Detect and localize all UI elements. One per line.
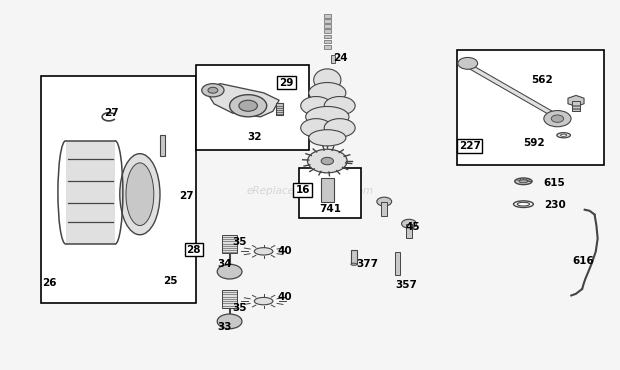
Text: 27: 27 [105, 108, 119, 118]
Text: 35: 35 [232, 303, 247, 313]
Text: 29: 29 [279, 78, 294, 88]
Ellipse shape [557, 133, 570, 138]
Circle shape [458, 57, 477, 69]
Circle shape [229, 95, 267, 117]
Bar [41, 76, 195, 303]
Text: eReplacementParts.com: eReplacementParts.com [246, 185, 374, 195]
Bar [195, 65, 309, 150]
Bar [324, 19, 331, 23]
Circle shape [551, 115, 564, 122]
Bar [66, 141, 115, 244]
Ellipse shape [120, 154, 160, 235]
Text: 25: 25 [164, 276, 178, 286]
Circle shape [544, 111, 571, 127]
Text: 28: 28 [187, 245, 201, 255]
Ellipse shape [306, 107, 349, 127]
Text: 40: 40 [278, 246, 293, 256]
Ellipse shape [301, 97, 332, 115]
Text: 45: 45 [406, 222, 420, 232]
Ellipse shape [517, 202, 529, 206]
Ellipse shape [126, 163, 154, 226]
Ellipse shape [254, 248, 273, 255]
Text: 26: 26 [42, 278, 56, 288]
Text: 377: 377 [356, 259, 378, 269]
Ellipse shape [314, 69, 341, 91]
Text: 32: 32 [247, 132, 262, 142]
Text: 227: 227 [459, 141, 481, 151]
Text: 615: 615 [544, 178, 565, 188]
Text: 33: 33 [217, 322, 232, 332]
Bar [324, 14, 331, 18]
Circle shape [239, 100, 257, 111]
Ellipse shape [519, 180, 528, 183]
Bar [331, 55, 335, 63]
Ellipse shape [324, 119, 355, 137]
Circle shape [377, 197, 392, 206]
Bar [406, 224, 412, 238]
Text: 592: 592 [523, 138, 545, 148]
Bar [572, 101, 580, 111]
Bar [396, 252, 400, 275]
Bar [324, 45, 331, 48]
Bar [324, 24, 331, 28]
Bar [321, 178, 334, 202]
Ellipse shape [515, 178, 532, 185]
Bar [324, 30, 331, 33]
Text: 741: 741 [319, 204, 341, 214]
Ellipse shape [560, 134, 567, 136]
Text: 616: 616 [572, 256, 594, 266]
Ellipse shape [324, 97, 355, 115]
Circle shape [202, 84, 224, 97]
Circle shape [208, 87, 218, 93]
Text: 357: 357 [396, 279, 417, 289]
Text: 16: 16 [295, 185, 310, 195]
Text: 230: 230 [544, 200, 565, 210]
Circle shape [217, 264, 242, 279]
Text: 40: 40 [278, 292, 293, 302]
Bar [324, 40, 331, 43]
Ellipse shape [254, 297, 273, 305]
Text: 27: 27 [179, 191, 193, 201]
Bar [457, 50, 604, 165]
Bar [161, 135, 166, 155]
Ellipse shape [309, 130, 346, 146]
Circle shape [308, 149, 347, 173]
Bar [222, 235, 237, 253]
Bar [276, 103, 283, 115]
Ellipse shape [309, 83, 346, 103]
Circle shape [402, 219, 417, 228]
Bar [222, 290, 237, 309]
Bar [381, 202, 388, 216]
Text: 34: 34 [217, 259, 232, 269]
Bar [324, 35, 331, 38]
Ellipse shape [513, 201, 533, 208]
Text: 562: 562 [531, 75, 553, 85]
Circle shape [321, 157, 334, 165]
Bar [299, 168, 361, 218]
Text: 35: 35 [232, 237, 247, 247]
Text: 24: 24 [334, 53, 348, 63]
Bar [351, 249, 357, 264]
Ellipse shape [301, 119, 332, 137]
Polygon shape [205, 84, 279, 117]
Circle shape [217, 314, 242, 329]
Ellipse shape [351, 263, 357, 265]
